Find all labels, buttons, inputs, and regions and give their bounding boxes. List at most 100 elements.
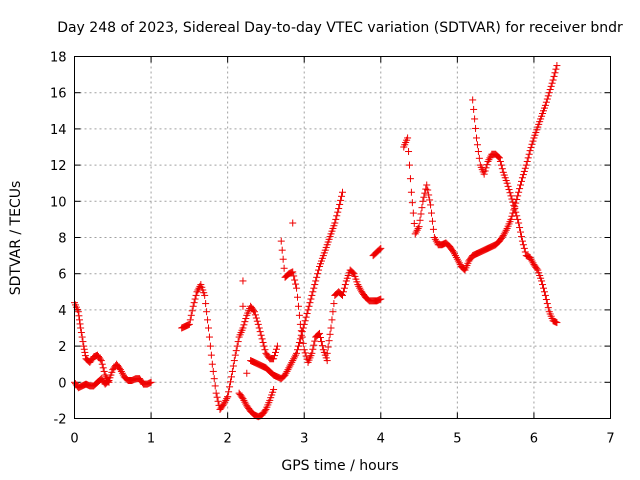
data-point bbox=[525, 150, 533, 158]
data-point bbox=[252, 314, 260, 322]
data-point bbox=[315, 266, 323, 274]
data-point bbox=[103, 375, 111, 383]
data-point bbox=[421, 189, 429, 197]
data-point bbox=[451, 252, 459, 260]
data-point bbox=[480, 170, 488, 178]
outlier-point bbox=[289, 219, 297, 227]
data-point bbox=[285, 364, 293, 372]
data-point bbox=[294, 302, 302, 310]
data-point bbox=[256, 328, 264, 336]
data-point bbox=[507, 215, 515, 223]
data-point bbox=[270, 386, 278, 394]
data-point bbox=[291, 353, 299, 361]
data-point bbox=[337, 196, 345, 204]
data-point bbox=[288, 358, 296, 366]
data-point bbox=[340, 284, 348, 292]
data-point bbox=[286, 362, 294, 370]
y-tick-labels: -2 0 2 4 6 8 10 12 14 16 18 bbox=[50, 51, 67, 428]
data-point bbox=[81, 352, 89, 360]
data-point bbox=[540, 284, 547, 292]
data-point bbox=[290, 272, 298, 280]
data-point bbox=[406, 175, 414, 183]
data-point bbox=[516, 224, 524, 232]
data-point bbox=[519, 241, 527, 249]
data-point bbox=[74, 308, 82, 316]
data-point bbox=[316, 329, 324, 337]
x-tick-label: 7 bbox=[606, 432, 614, 447]
data-point bbox=[302, 313, 310, 321]
data-point bbox=[500, 230, 508, 238]
data-point bbox=[518, 237, 526, 245]
data-point bbox=[210, 375, 218, 383]
data-point bbox=[524, 154, 532, 162]
data-point bbox=[295, 338, 303, 346]
data-point bbox=[260, 342, 268, 350]
y-tick-label: 4 bbox=[58, 304, 66, 319]
data-point bbox=[117, 367, 125, 375]
data-point bbox=[533, 265, 541, 273]
data-point bbox=[310, 284, 318, 292]
data-point bbox=[279, 255, 287, 263]
data-point bbox=[543, 300, 551, 308]
data-point bbox=[101, 371, 109, 379]
data-point bbox=[98, 360, 106, 368]
data-point bbox=[311, 281, 319, 289]
data-point bbox=[417, 210, 425, 218]
outlier-point bbox=[239, 302, 247, 310]
data-point bbox=[311, 337, 319, 345]
data-point bbox=[327, 324, 335, 332]
data-point bbox=[99, 364, 107, 372]
data-point bbox=[520, 167, 528, 175]
data-point bbox=[147, 378, 155, 386]
data-point bbox=[75, 312, 83, 320]
data-point bbox=[290, 355, 298, 363]
plot-frame bbox=[74, 56, 611, 419]
data-point bbox=[317, 338, 325, 346]
data-point bbox=[553, 62, 561, 70]
data-point bbox=[289, 268, 297, 276]
data-point bbox=[80, 342, 88, 350]
data-point bbox=[76, 320, 84, 328]
data-point bbox=[333, 212, 341, 220]
data-point bbox=[420, 193, 428, 201]
data-point bbox=[295, 311, 303, 319]
data-point bbox=[514, 215, 522, 223]
data-point bbox=[314, 270, 322, 278]
data-point bbox=[405, 148, 413, 156]
data-point bbox=[498, 165, 506, 173]
data-point bbox=[292, 351, 300, 359]
data-point bbox=[516, 185, 524, 193]
data-point bbox=[225, 388, 233, 396]
data-point bbox=[307, 295, 315, 303]
data-point bbox=[214, 397, 222, 405]
data-point bbox=[547, 82, 555, 90]
x-tick-label: 2 bbox=[224, 432, 232, 447]
data-point bbox=[542, 98, 550, 106]
data-point bbox=[221, 398, 229, 406]
data-point bbox=[242, 314, 250, 322]
data-point bbox=[412, 228, 420, 236]
data-point bbox=[324, 343, 332, 351]
data-point bbox=[211, 382, 219, 390]
data-point bbox=[551, 69, 559, 77]
data-point bbox=[511, 205, 519, 213]
data-point bbox=[529, 137, 537, 145]
data-point bbox=[206, 342, 214, 350]
data-point bbox=[517, 228, 525, 236]
data-point bbox=[207, 351, 215, 359]
data-point bbox=[482, 164, 490, 172]
data-point bbox=[294, 342, 302, 350]
data-point bbox=[77, 329, 85, 337]
data-point bbox=[185, 320, 193, 328]
data-point bbox=[377, 244, 385, 252]
data-point bbox=[241, 318, 249, 326]
data-point bbox=[273, 342, 281, 350]
data-point bbox=[304, 306, 312, 314]
data-point bbox=[411, 230, 419, 238]
data-point bbox=[204, 316, 212, 324]
data-point bbox=[505, 186, 513, 194]
data-point bbox=[104, 376, 112, 384]
data-point bbox=[376, 245, 384, 253]
data-point bbox=[470, 105, 478, 113]
data-point bbox=[416, 216, 424, 224]
